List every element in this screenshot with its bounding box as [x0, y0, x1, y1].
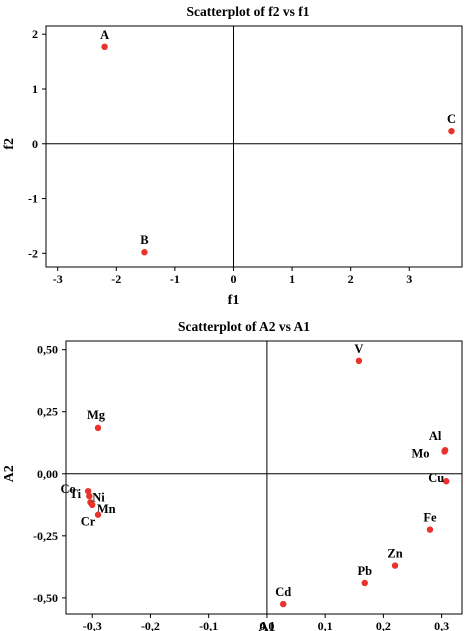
point-label-al: Al [429, 429, 442, 443]
point-label-fe: Fe [423, 511, 437, 525]
y-tick-label: 0,00 [37, 467, 58, 481]
data-point-ti [86, 492, 93, 500]
x-tick-label: 0,1 [318, 619, 333, 631]
y-tick-label: 1 [32, 82, 38, 96]
x-tick-label: 1 [289, 272, 295, 286]
scatterplot-a2-vs-a1: Scatterplot of A2 vs A1 -0,3 -0,2 -0,1 0,0 0,… [2, 319, 463, 631]
y-tick-label: -1 [28, 192, 38, 206]
data-point-b [141, 249, 148, 256]
data-point-mg [94, 424, 102, 432]
x-tick-label: 0,2 [376, 619, 391, 631]
data-point-a [101, 43, 108, 51]
point-label-ti: Ti [69, 487, 81, 501]
point-label-c: C [447, 112, 456, 126]
data-point-cu [443, 478, 450, 485]
point-label-cd: Cd [275, 585, 291, 599]
x-tick-label: 0 [230, 272, 236, 286]
data-point-pb [361, 579, 368, 587]
point-label-v: V [354, 342, 363, 356]
data-point-mn [89, 501, 96, 508]
plot-frame [65, 340, 463, 615]
x-axis-label: f1 [228, 293, 240, 308]
y-axis-label: f2 [2, 138, 17, 150]
y-tick-label: 2 [32, 27, 38, 41]
data-point-co [84, 487, 92, 495]
x-axis-label: A1 [258, 620, 275, 631]
x-tick-label: -3 [53, 272, 63, 286]
point-label-ni: Ni [92, 490, 105, 504]
x-tick-label: -0,3 [83, 619, 102, 631]
point-label-mn: Mn [97, 502, 116, 516]
point-label-a: A [100, 28, 109, 42]
point-label-pb: Pb [357, 564, 372, 578]
point-label-cr: Cr [81, 515, 96, 529]
data-point-fe [426, 526, 434, 533]
y-tick-label: 0,25 [37, 405, 58, 419]
point-label-b: B [140, 233, 148, 247]
point-label-mg: Mg [87, 408, 106, 422]
data-point-c [448, 127, 455, 135]
chart-title: Scatterplot of A2 vs A1 [178, 319, 310, 334]
point-label-zn: Zn [387, 547, 402, 561]
data-point-zn [391, 562, 399, 569]
data-point-cr [94, 511, 102, 518]
y-axis-label: A2 [2, 465, 17, 482]
x-tick-label: 3 [406, 272, 412, 286]
data-point-cd [280, 600, 287, 608]
y-tick-label: -0,50 [33, 591, 58, 605]
x-tick-label: -0,2 [141, 619, 160, 631]
y-tick-label: 0,50 [37, 343, 58, 357]
point-label-mo: Mo [411, 446, 429, 460]
point-label-co: Co [60, 482, 75, 496]
x-tick-label: 2 [348, 272, 354, 286]
plot-frame [45, 25, 463, 268]
data-point-mo [441, 448, 448, 455]
y-tick-label: -2 [28, 246, 38, 260]
x-tick-label: 0,3 [434, 619, 449, 631]
y-tick-label: -0,25 [33, 529, 58, 543]
y-tick-label: 0 [32, 137, 38, 151]
chart-title: Scatterplot of f2 vs f1 [187, 4, 310, 19]
x-tick-label: 0,0 [259, 619, 274, 631]
data-point-v [355, 357, 363, 365]
x-tick-label: -0,1 [199, 619, 218, 631]
x-tick-label: -1 [170, 272, 180, 286]
scatterplot-f2-vs-f1: Scatterplot of f2 vs f1 -3 -2 -1 0 1 2 3 -2 -1 0 1 2… [2, 4, 463, 308]
x-tick-label: -2 [111, 272, 121, 286]
point-label-cu: Cu [428, 471, 444, 485]
